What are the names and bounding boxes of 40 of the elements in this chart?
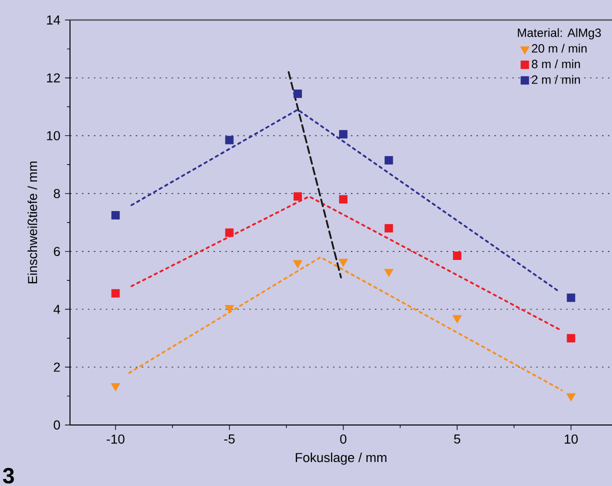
point [452,252,462,260]
point [224,305,234,314]
y-axis-title: Einschweißtiefe / mm [28,162,38,284]
y-tick-label: 6 [54,246,60,256]
x-tick-label: -10 [106,434,124,444]
point [452,315,462,324]
y-tick-label: 2 [54,362,60,372]
text: 3 [2,468,14,484]
point [294,192,302,201]
y-tick-label: 4 [54,304,60,314]
legend-label: 2 m / min [532,75,580,84]
legend-label: 8 m / min [532,59,580,68]
point [339,195,348,204]
point [384,224,394,232]
point [338,258,348,267]
y-tick-label: 8 [54,188,60,198]
point [225,136,234,144]
y-tick-label: 14 [47,16,60,24]
point [111,211,120,220]
point [294,90,302,98]
point [384,268,394,278]
point [384,156,394,164]
point [110,383,120,392]
point [566,294,576,302]
y-tick-label: 12 [47,73,60,82]
y-tick-label: 10 [47,131,60,140]
x-tick-label: -5 [224,434,235,444]
point [111,289,120,298]
point [566,334,576,342]
point [339,130,348,138]
x-tick-label: 0 [340,434,346,444]
point [566,393,576,402]
y-tick-label: 0 [54,420,60,430]
point [225,228,234,237]
x-tick-label: 10 [564,434,578,444]
x-tick-label: 5 [454,434,460,444]
point [293,260,302,268]
x-axis-title: Fokuslage / mm [296,452,386,465]
legend-label: 20 m / min [532,44,587,53]
legend-title: Material: AlMg3 [518,28,601,40]
